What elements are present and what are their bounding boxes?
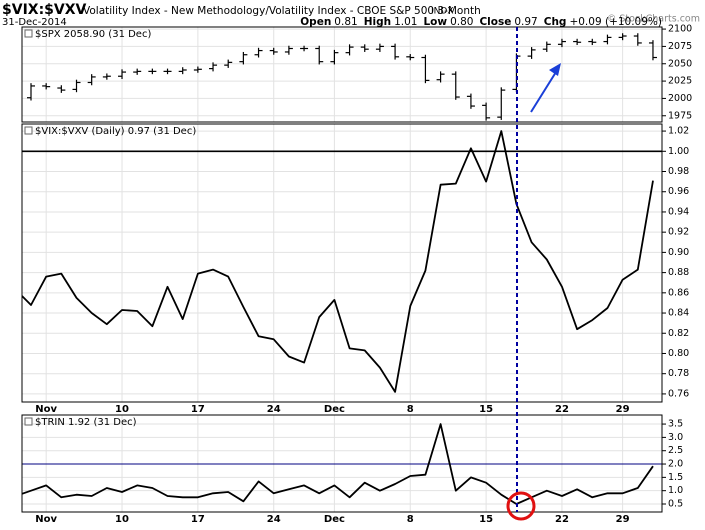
x-tick-label: 24 <box>267 514 281 525</box>
y-tick-label: 2000 <box>668 93 692 104</box>
credit: © StockCharts.com <box>607 14 700 25</box>
y-tick-label: 2.0 <box>668 459 683 470</box>
legend-icon <box>24 417 33 426</box>
quote-line: Open 0.81 High 1.01 Low 0.80 Close 0.97 Chg +0.09… <box>300 16 662 28</box>
y-tick-label: 2075 <box>668 41 692 52</box>
y-tick-label: 1.02 <box>668 126 689 137</box>
x-tick-label: Nov <box>35 404 57 415</box>
y-tick-label: 0.88 <box>668 267 689 278</box>
y-tick-label: 2.5 <box>668 445 683 456</box>
legend-icon <box>24 29 33 38</box>
quote-label: High <box>364 16 391 28</box>
quote-value: 0.80 <box>450 16 473 28</box>
y-tick-label: 1.00 <box>668 146 689 157</box>
panel-frame <box>21 26 663 123</box>
panel-frame <box>21 414 663 513</box>
y-tick-label: 1.5 <box>668 472 683 483</box>
quote-label: Low <box>423 16 447 28</box>
exchange: INDX <box>431 7 453 17</box>
data-line <box>22 423 654 505</box>
plot-clip <box>22 33 657 505</box>
y-tick-label: 0.90 <box>668 247 689 258</box>
y-tick-label: 1975 <box>668 110 692 121</box>
y-tick-label: 0.5 <box>668 499 683 510</box>
arrow-head <box>549 63 561 76</box>
y-tick-label: 0.82 <box>668 328 689 339</box>
y-tick-label: 0.80 <box>668 348 689 359</box>
x-tick-label: 29 <box>616 514 630 525</box>
quote-value: 0.81 <box>334 16 357 28</box>
y-tick-label: 2100 <box>668 24 692 35</box>
y-tick-label: 0.96 <box>668 186 689 197</box>
y-tick-label: 1.0 <box>668 485 683 496</box>
y-tick-label: 0.94 <box>668 206 689 217</box>
y-tick-label: 3.0 <box>668 432 683 443</box>
x-tick-label: 15 <box>479 404 493 415</box>
y-tick-label: 2025 <box>668 76 692 87</box>
quote-value: +0.09 (+10.09%) <box>569 16 662 28</box>
x-tick-label: 22 <box>555 514 569 525</box>
y-tick-label: 3.5 <box>668 419 683 430</box>
x-tick-label: 15 <box>479 514 493 525</box>
arrow-shaft <box>530 71 557 113</box>
x-tick-label: 22 <box>555 404 569 415</box>
symbol: $VIX:$VXV <box>2 2 87 18</box>
x-tick-label: 10 <box>115 514 129 525</box>
y-tick-label: 0.84 <box>668 308 689 319</box>
security-name: Volatility Index - New Methodology/Volat… <box>83 5 481 17</box>
y-tick-label: 0.98 <box>668 166 689 177</box>
panel-frame <box>21 123 663 403</box>
date: 31-Dec-2014 <box>2 17 67 28</box>
quote-label: Open <box>300 16 331 28</box>
panel-label: $VIX:$VXV (Daily) 0.97 (31 Dec) <box>35 126 196 137</box>
highlight-circle <box>506 491 536 521</box>
x-tick-label: 17 <box>191 404 205 415</box>
y-tick-label: 0.86 <box>668 287 689 298</box>
y-tick-label: 0.76 <box>668 388 689 399</box>
y-tick-label: 0.78 <box>668 368 689 379</box>
x-tick-label: Nov <box>35 514 57 525</box>
quote-label: Close <box>479 16 511 28</box>
panel-label: $SPX 2058.90 (31 Dec) <box>35 29 151 40</box>
y-tick-label: 0.92 <box>668 227 689 238</box>
x-tick-label: 8 <box>407 404 414 415</box>
quote-label: Chg <box>544 16 567 28</box>
x-tick-label: 10 <box>115 404 129 415</box>
x-tick-label: 8 <box>407 514 414 525</box>
legend-icon <box>24 126 33 135</box>
quote-value: 0.97 <box>514 16 537 28</box>
x-tick-label: 24 <box>267 404 281 415</box>
x-tick-label: Dec <box>324 404 345 415</box>
x-tick-label: 29 <box>616 404 630 415</box>
y-tick-label: 2050 <box>668 58 692 69</box>
x-tick-label: Dec <box>324 514 345 525</box>
data-line <box>22 130 654 393</box>
panel-label: $TRIN 1.92 (31 Dec) <box>35 417 137 428</box>
quote-value: 1.01 <box>394 16 417 28</box>
x-tick-label: 17 <box>191 514 205 525</box>
plots: 1975 2000 2025 2050 2075 2100 $SPX 2058.90 (31… <box>21 24 692 525</box>
